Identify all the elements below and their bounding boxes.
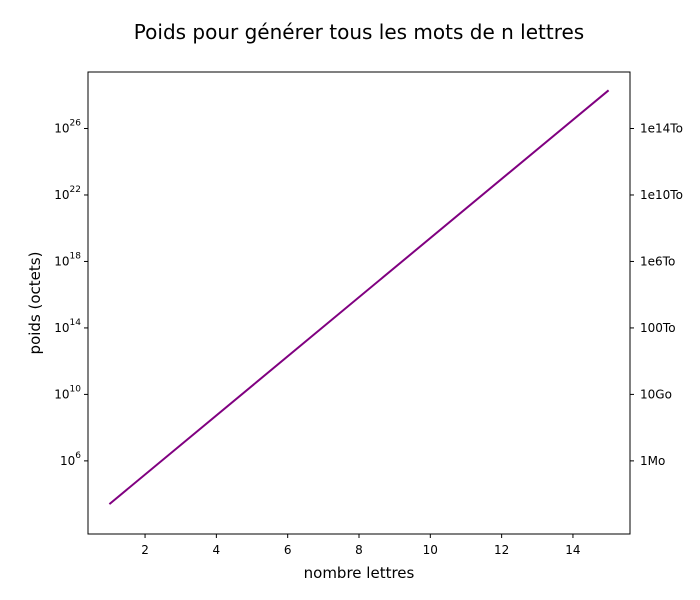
x-axis-ticks: 2 4 6 8 10 12 14 (141, 534, 581, 557)
y-tick-base: 10 (54, 387, 69, 401)
x-tick-label: 10 (423, 543, 438, 557)
chart-title: Poids pour générer tous les mots de n le… (134, 20, 584, 44)
y2-tick-label: 1Mo (640, 454, 665, 468)
y-tick-base: 10 (54, 321, 69, 335)
y2-tick-label: 1e6To (640, 254, 675, 268)
y-tick-exponent: 18 (70, 251, 82, 261)
x-axis-label: nombre lettres (304, 564, 415, 582)
y-tick-exponent: 22 (70, 185, 81, 195)
y-tick-exponent: 6 (75, 451, 81, 461)
y-tick-label: 106 (60, 451, 81, 468)
y2-tick-label: 1e14To (640, 122, 683, 136)
y2-tick-label: 100To (640, 321, 676, 335)
x-tick-label: 4 (213, 543, 221, 557)
y-tick-label: 1018 (54, 251, 81, 268)
x-tick-label: 6 (284, 543, 292, 557)
y-tick-exponent: 14 (70, 318, 82, 328)
y-tick-base: 10 (54, 254, 69, 268)
y2-axis-ticks: 1Mo 10Go 100To 1e6To 1e10To 1e14To (630, 122, 683, 468)
y-tick-label: 1026 (54, 119, 81, 136)
y2-tick-label: 10Go (640, 387, 672, 401)
series-layer (108, 89, 610, 505)
y-tick-base: 10 (60, 454, 75, 468)
y-tick-exponent: 26 (70, 119, 82, 129)
y-tick-label: 1022 (54, 185, 81, 202)
x-tick-label: 12 (494, 543, 509, 557)
y-tick-label: 1010 (54, 384, 81, 401)
y-tick-exponent: 10 (70, 384, 82, 394)
x-tick-label: 8 (355, 543, 363, 557)
y-axis-label: poids (octets) (26, 252, 44, 355)
y2-tick-label: 1e10To (640, 188, 683, 202)
x-tick-label: 2 (141, 543, 149, 557)
x-tick-label: 14 (565, 543, 580, 557)
y-tick-label: 1014 (54, 318, 81, 335)
y-tick-base: 10 (54, 122, 69, 136)
y-tick-base: 10 (54, 188, 69, 202)
series-line (108, 89, 610, 505)
